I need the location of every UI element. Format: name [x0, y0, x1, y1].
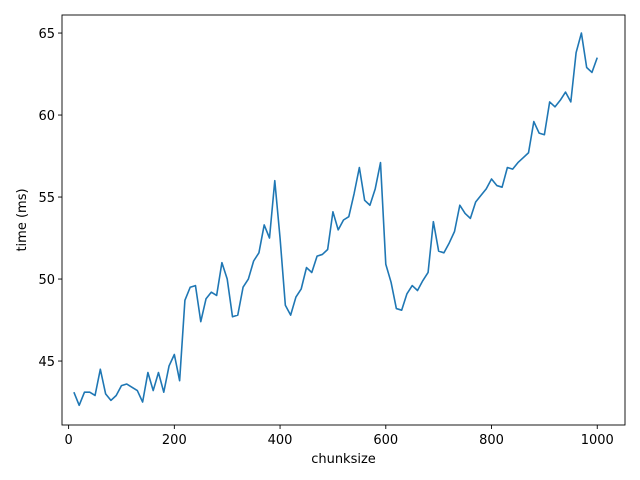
x-tick-label: 800: [479, 433, 504, 448]
x-axis-label: chunksize: [311, 452, 376, 467]
y-tick-label: 50: [38, 273, 55, 288]
y-tick-label: 60: [38, 109, 55, 124]
x-tick-label: 600: [373, 433, 398, 448]
y-tick-label: 65: [38, 27, 55, 42]
series-line-time: [73, 32, 599, 407]
y-tick-label: 45: [38, 355, 55, 370]
x-tick-label: 400: [268, 433, 293, 448]
y-axis-label: time (ms): [15, 188, 30, 251]
x-tick-label: 0: [64, 433, 72, 448]
x-tick-label: 200: [162, 433, 187, 448]
x-tick-label: 1000: [581, 433, 614, 448]
axes-frame: [61, 14, 626, 426]
y-tick-label: 55: [38, 191, 55, 206]
